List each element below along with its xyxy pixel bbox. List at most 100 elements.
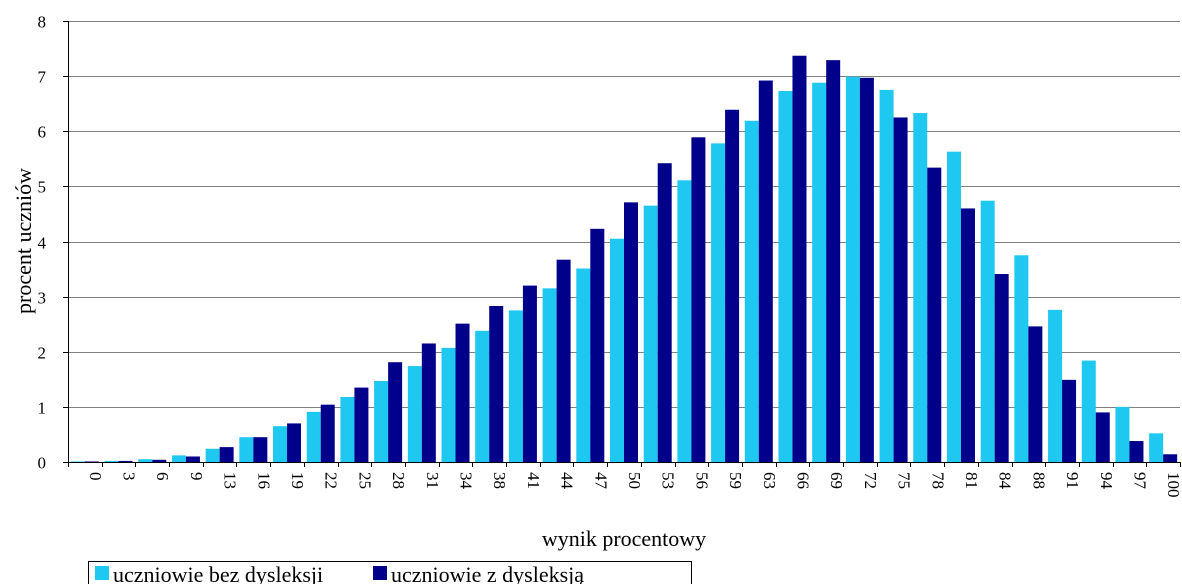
y-tick-label-2: 2 — [38, 344, 47, 363]
bar-series1-22 — [320, 404, 335, 462]
bar-series1-84 — [994, 274, 1009, 462]
bar-series0-34 — [441, 347, 456, 462]
x-tick-label-9: 9 — [187, 472, 206, 481]
bar-series1-50 — [624, 202, 638, 463]
x-tick-label-44: 44 — [558, 472, 577, 490]
bar-series0-75 — [879, 89, 894, 462]
bar-series0-0 — [70, 461, 85, 462]
bar-series1-56 — [691, 137, 706, 462]
x-tick-label-38: 38 — [490, 472, 509, 489]
x-tick-label-69: 69 — [827, 472, 846, 489]
legend-label-z-dysleksja: uczniowie z dysleksją — [391, 562, 584, 584]
bar-series1-9 — [185, 456, 200, 462]
y-tick-label-1: 1 — [38, 399, 47, 418]
bar-series0-97 — [1115, 406, 1130, 463]
x-tick-label-88: 88 — [1029, 472, 1048, 489]
bar-series0-41 — [508, 310, 523, 462]
bar-series1-6 — [152, 459, 167, 462]
legend-frame — [88, 561, 692, 584]
y-tick-label-8: 8 — [38, 13, 47, 32]
bar-series0-69 — [812, 82, 827, 463]
bar-series0-84 — [980, 200, 995, 462]
bar-series0-16 — [239, 437, 254, 462]
bar-series1-75 — [893, 117, 908, 462]
x-tick-label-13: 13 — [221, 472, 240, 489]
bar-series0-44 — [542, 288, 557, 462]
x-tick-label-41: 41 — [524, 472, 543, 489]
x-tick-label-63: 63 — [760, 472, 779, 489]
x-tick-label-81: 81 — [962, 472, 981, 489]
bar-series0-38 — [475, 330, 490, 462]
y-axis-title: procent uczniów — [11, 168, 36, 314]
y-axis-ticks: 0 1 2 3 4 5 6 7 8 — [38, 13, 68, 473]
bar-series0-6 — [138, 459, 153, 462]
bar-series1-69 — [826, 60, 841, 462]
bar-series1-13 — [219, 447, 234, 462]
bar-series0-56 — [677, 180, 692, 462]
bar-series0-63 — [744, 120, 759, 462]
bar-series0-19 — [273, 426, 288, 462]
x-tick-label-31: 31 — [423, 472, 442, 489]
legend-label-bez-dysleksji: uczniowie bez dysleksji — [113, 562, 323, 584]
x-axis-ticks: 0 3 6 9 13 16 19 22 25 28 31 34 38 41 44 47 50 53 56 59 63 66… — [68, 462, 1182, 498]
bar-series0-94 — [1081, 360, 1096, 462]
x-tick-label-100: 100 — [1164, 472, 1182, 498]
bar-series1-38 — [489, 306, 504, 462]
x-tick-label-22: 22 — [322, 472, 341, 489]
bar-series1-81 — [960, 208, 975, 462]
bar-series1-3 — [118, 460, 133, 462]
y-tick-label-6: 6 — [38, 123, 47, 142]
bar-series0-81 — [946, 151, 961, 462]
x-tick-label-28: 28 — [389, 472, 408, 489]
x-axis-title: wynik procentowy — [542, 526, 706, 551]
legend-swatch-z-dysleksja — [373, 566, 387, 580]
x-tick-label-50: 50 — [625, 472, 644, 489]
x-tick-label-78: 78 — [928, 472, 947, 489]
bar-series0-53 — [643, 205, 658, 463]
x-tick-label-84: 84 — [996, 472, 1015, 490]
x-tick-label-3: 3 — [120, 472, 139, 481]
legend: uczniowie bez dysleksji uczniowie z dysl… — [88, 561, 692, 584]
x-tick-label-56: 56 — [692, 472, 711, 489]
x-tick-label-97: 97 — [1130, 472, 1149, 490]
bar-series1-63 — [758, 80, 773, 462]
x-tick-label-19: 19 — [288, 472, 307, 489]
x-tick-label-75: 75 — [895, 472, 914, 489]
y-tick-label-3: 3 — [38, 289, 47, 308]
bars — [70, 55, 1178, 463]
bar-series1-19 — [287, 423, 302, 462]
bar-series0-3 — [104, 460, 119, 462]
axes — [68, 21, 1180, 463]
bar-series1-25 — [354, 387, 369, 462]
x-tick-label-34: 34 — [457, 472, 476, 490]
x-tick-label-72: 72 — [861, 472, 880, 489]
bar-series1-0 — [84, 461, 99, 462]
bar-series0-22 — [306, 411, 321, 462]
x-tick-label-16: 16 — [254, 472, 273, 489]
bar-series0-47 — [576, 268, 591, 462]
bar-series1-59 — [725, 109, 740, 462]
x-tick-label-94: 94 — [1097, 472, 1116, 490]
bar-series1-66 — [792, 55, 807, 462]
bar-series1-91 — [1062, 379, 1077, 462]
x-tick-label-91: 91 — [1063, 472, 1082, 489]
bar-series1-97 — [1129, 441, 1144, 462]
bar-series1-41 — [522, 285, 537, 462]
x-tick-label-0: 0 — [86, 472, 105, 481]
y-tick-label-4: 4 — [38, 234, 47, 253]
bar-series0-72 — [845, 76, 860, 463]
bar-series1-72 — [859, 77, 874, 462]
bar-series1-47 — [590, 228, 605, 462]
bar-series0-59 — [711, 143, 726, 462]
legend-swatch-bez-dysleksji — [95, 566, 109, 580]
bar-series1-94 — [1095, 412, 1110, 462]
bar-series1-16 — [253, 437, 268, 462]
bar-series1-34 — [455, 323, 470, 462]
bar-series1-28 — [388, 362, 403, 462]
bar-series0-78 — [913, 113, 928, 462]
bar-series0-28 — [374, 380, 389, 462]
bar-series0-100 — [1149, 433, 1164, 462]
bar-series1-88 — [1028, 326, 1043, 462]
x-tick-label-25: 25 — [355, 472, 374, 489]
